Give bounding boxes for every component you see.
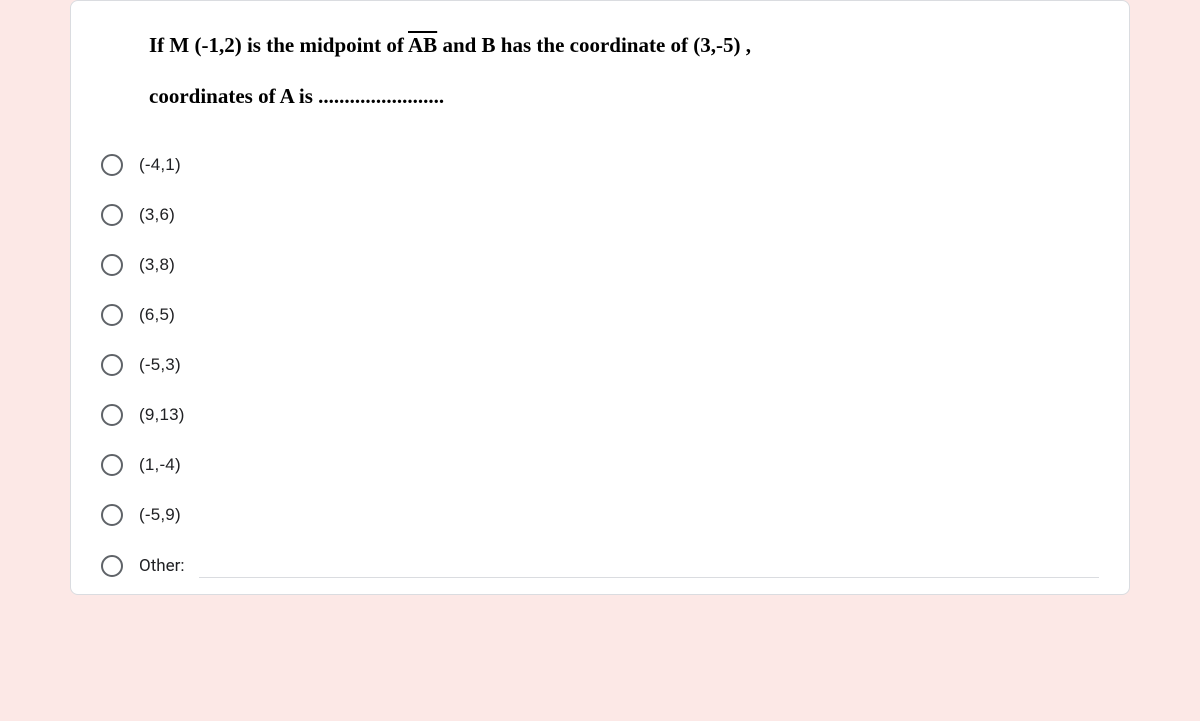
option-label: (-4,1) [139, 155, 181, 175]
option-row[interactable]: (3,6) [101, 190, 1099, 240]
question-line-2: coordinates of A is ....................… [149, 82, 1099, 111]
radio-icon[interactable] [101, 555, 123, 577]
radio-icon[interactable] [101, 204, 123, 226]
option-row[interactable]: (-5,9) [101, 490, 1099, 540]
options-list: (-4,1) (3,6) (3,8) (6,5) (-5,3) (9,13) (… [101, 140, 1099, 584]
question-text-block: If M (-1,2) is the midpoint of AB and B … [149, 31, 1099, 112]
radio-icon[interactable] [101, 304, 123, 326]
radio-icon[interactable] [101, 504, 123, 526]
option-label: (9,13) [139, 405, 185, 425]
question-line-1: If M (-1,2) is the midpoint of AB and B … [149, 31, 1099, 60]
segment-ab: AB [408, 33, 437, 57]
option-row[interactable]: (9,13) [101, 390, 1099, 440]
other-label: Other: [139, 556, 185, 576]
option-label: (6,5) [139, 305, 175, 325]
question-prefix: If M (-1,2) is the midpoint of [149, 33, 408, 57]
option-label: (-5,9) [139, 505, 181, 525]
other-input[interactable] [199, 554, 1099, 578]
radio-icon[interactable] [101, 354, 123, 376]
radio-icon[interactable] [101, 254, 123, 276]
option-row[interactable]: (-4,1) [101, 140, 1099, 190]
option-row[interactable]: (6,5) [101, 290, 1099, 340]
option-label: (1,-4) [139, 455, 181, 475]
radio-icon[interactable] [101, 454, 123, 476]
option-label: (3,6) [139, 205, 175, 225]
option-row[interactable]: (3,8) [101, 240, 1099, 290]
radio-icon[interactable] [101, 404, 123, 426]
option-other-row[interactable]: Other: [101, 540, 1099, 584]
option-label: (-5,3) [139, 355, 181, 375]
option-label: (3,8) [139, 255, 175, 275]
question-middle: and B has the coordinate of (3,-5) , [442, 33, 751, 57]
radio-icon[interactable] [101, 154, 123, 176]
option-row[interactable]: (-5,3) [101, 340, 1099, 390]
option-row[interactable]: (1,-4) [101, 440, 1099, 490]
question-card: If M (-1,2) is the midpoint of AB and B … [70, 0, 1130, 595]
